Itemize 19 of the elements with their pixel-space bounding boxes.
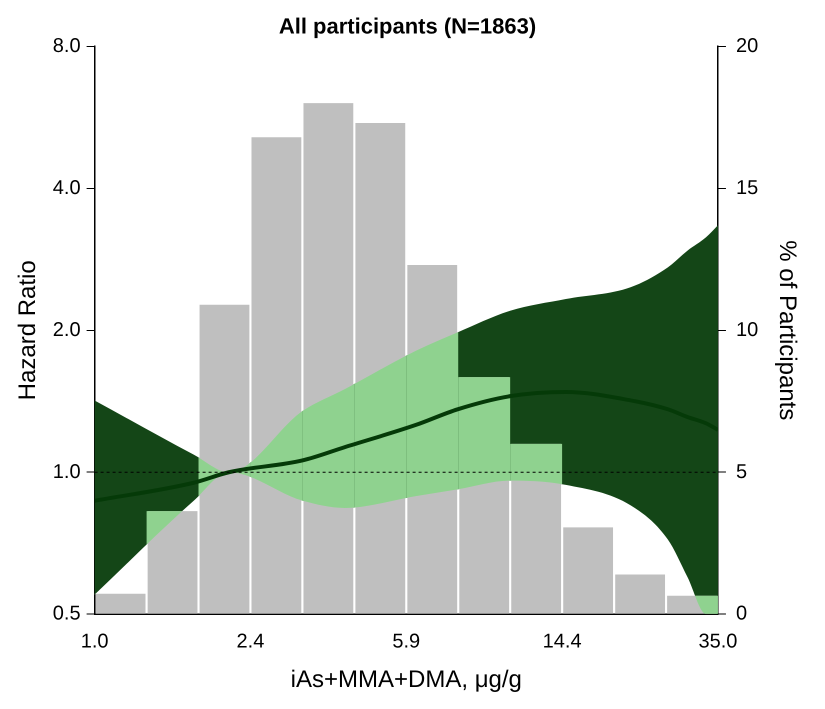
y2-tick-label: 15 [736, 176, 758, 199]
y2-tick-label: 10 [736, 318, 758, 341]
x-tick-label: 14.4 [542, 630, 582, 653]
y-tick-label: 2.0 [52, 318, 81, 341]
y2-tick-label: 5 [736, 460, 748, 483]
y-axis-title: Hazard Ratio [14, 260, 42, 400]
y2-tick-label: 20 [736, 34, 758, 57]
chart-title: All participants (N=1863) [278, 13, 536, 38]
y2-tick-label: 0 [736, 602, 748, 625]
y-tick-label: 8.0 [52, 34, 81, 57]
y-tick-label: 0.5 [52, 602, 81, 625]
x-tick-label: 2.4 [236, 630, 264, 653]
x-axis-title: iAs+MMA+DMA, μg/g [290, 666, 522, 694]
y-tick-label: 1.0 [52, 460, 81, 483]
x-tick-label: 35.0 [698, 630, 738, 653]
y2-axis-title: % of Participants [774, 240, 801, 420]
y-tick-label: 4.0 [52, 176, 81, 199]
x-tick-label: 1.0 [80, 630, 109, 653]
x-tick-label: 5.9 [392, 630, 420, 653]
